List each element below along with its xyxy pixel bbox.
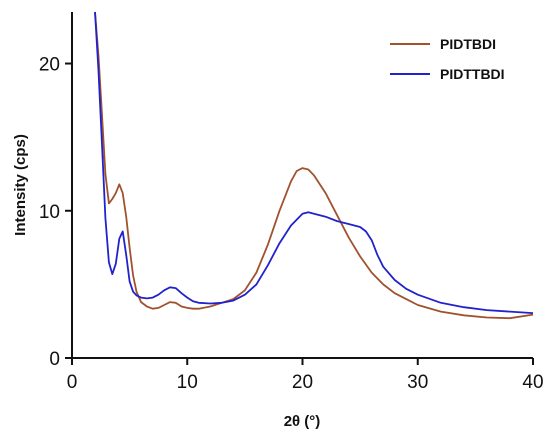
x-tick-label-30: 30 — [407, 372, 428, 393]
y-tick-label-0: 0 — [49, 349, 60, 370]
series-line-pidtbdi — [94, 11, 534, 320]
ticks: 0 10 20 30 40 0 10 20 — [39, 55, 544, 393]
series-line-pidttbdi — [94, 11, 534, 314]
x-tick-label-20: 20 — [292, 372, 313, 393]
legend-label-pidtbdi: PIDTBDI — [440, 36, 496, 52]
x-axis-title: 2θ (°) — [284, 413, 321, 430]
legend-label-pidttbdi: PIDTTBDI — [440, 66, 505, 82]
legend: PIDTBDI PIDTTBDI — [390, 36, 505, 82]
x-tick-label-40: 40 — [522, 372, 543, 393]
x-tick-label-0: 0 — [67, 372, 78, 393]
y-tick-label-20: 20 — [39, 55, 60, 76]
x-tick-label-10: 10 — [177, 372, 198, 393]
y-tick-label-10: 10 — [39, 202, 60, 223]
y-axis-title: Intensity (cps) — [12, 134, 29, 236]
plot-lines — [94, 11, 534, 320]
